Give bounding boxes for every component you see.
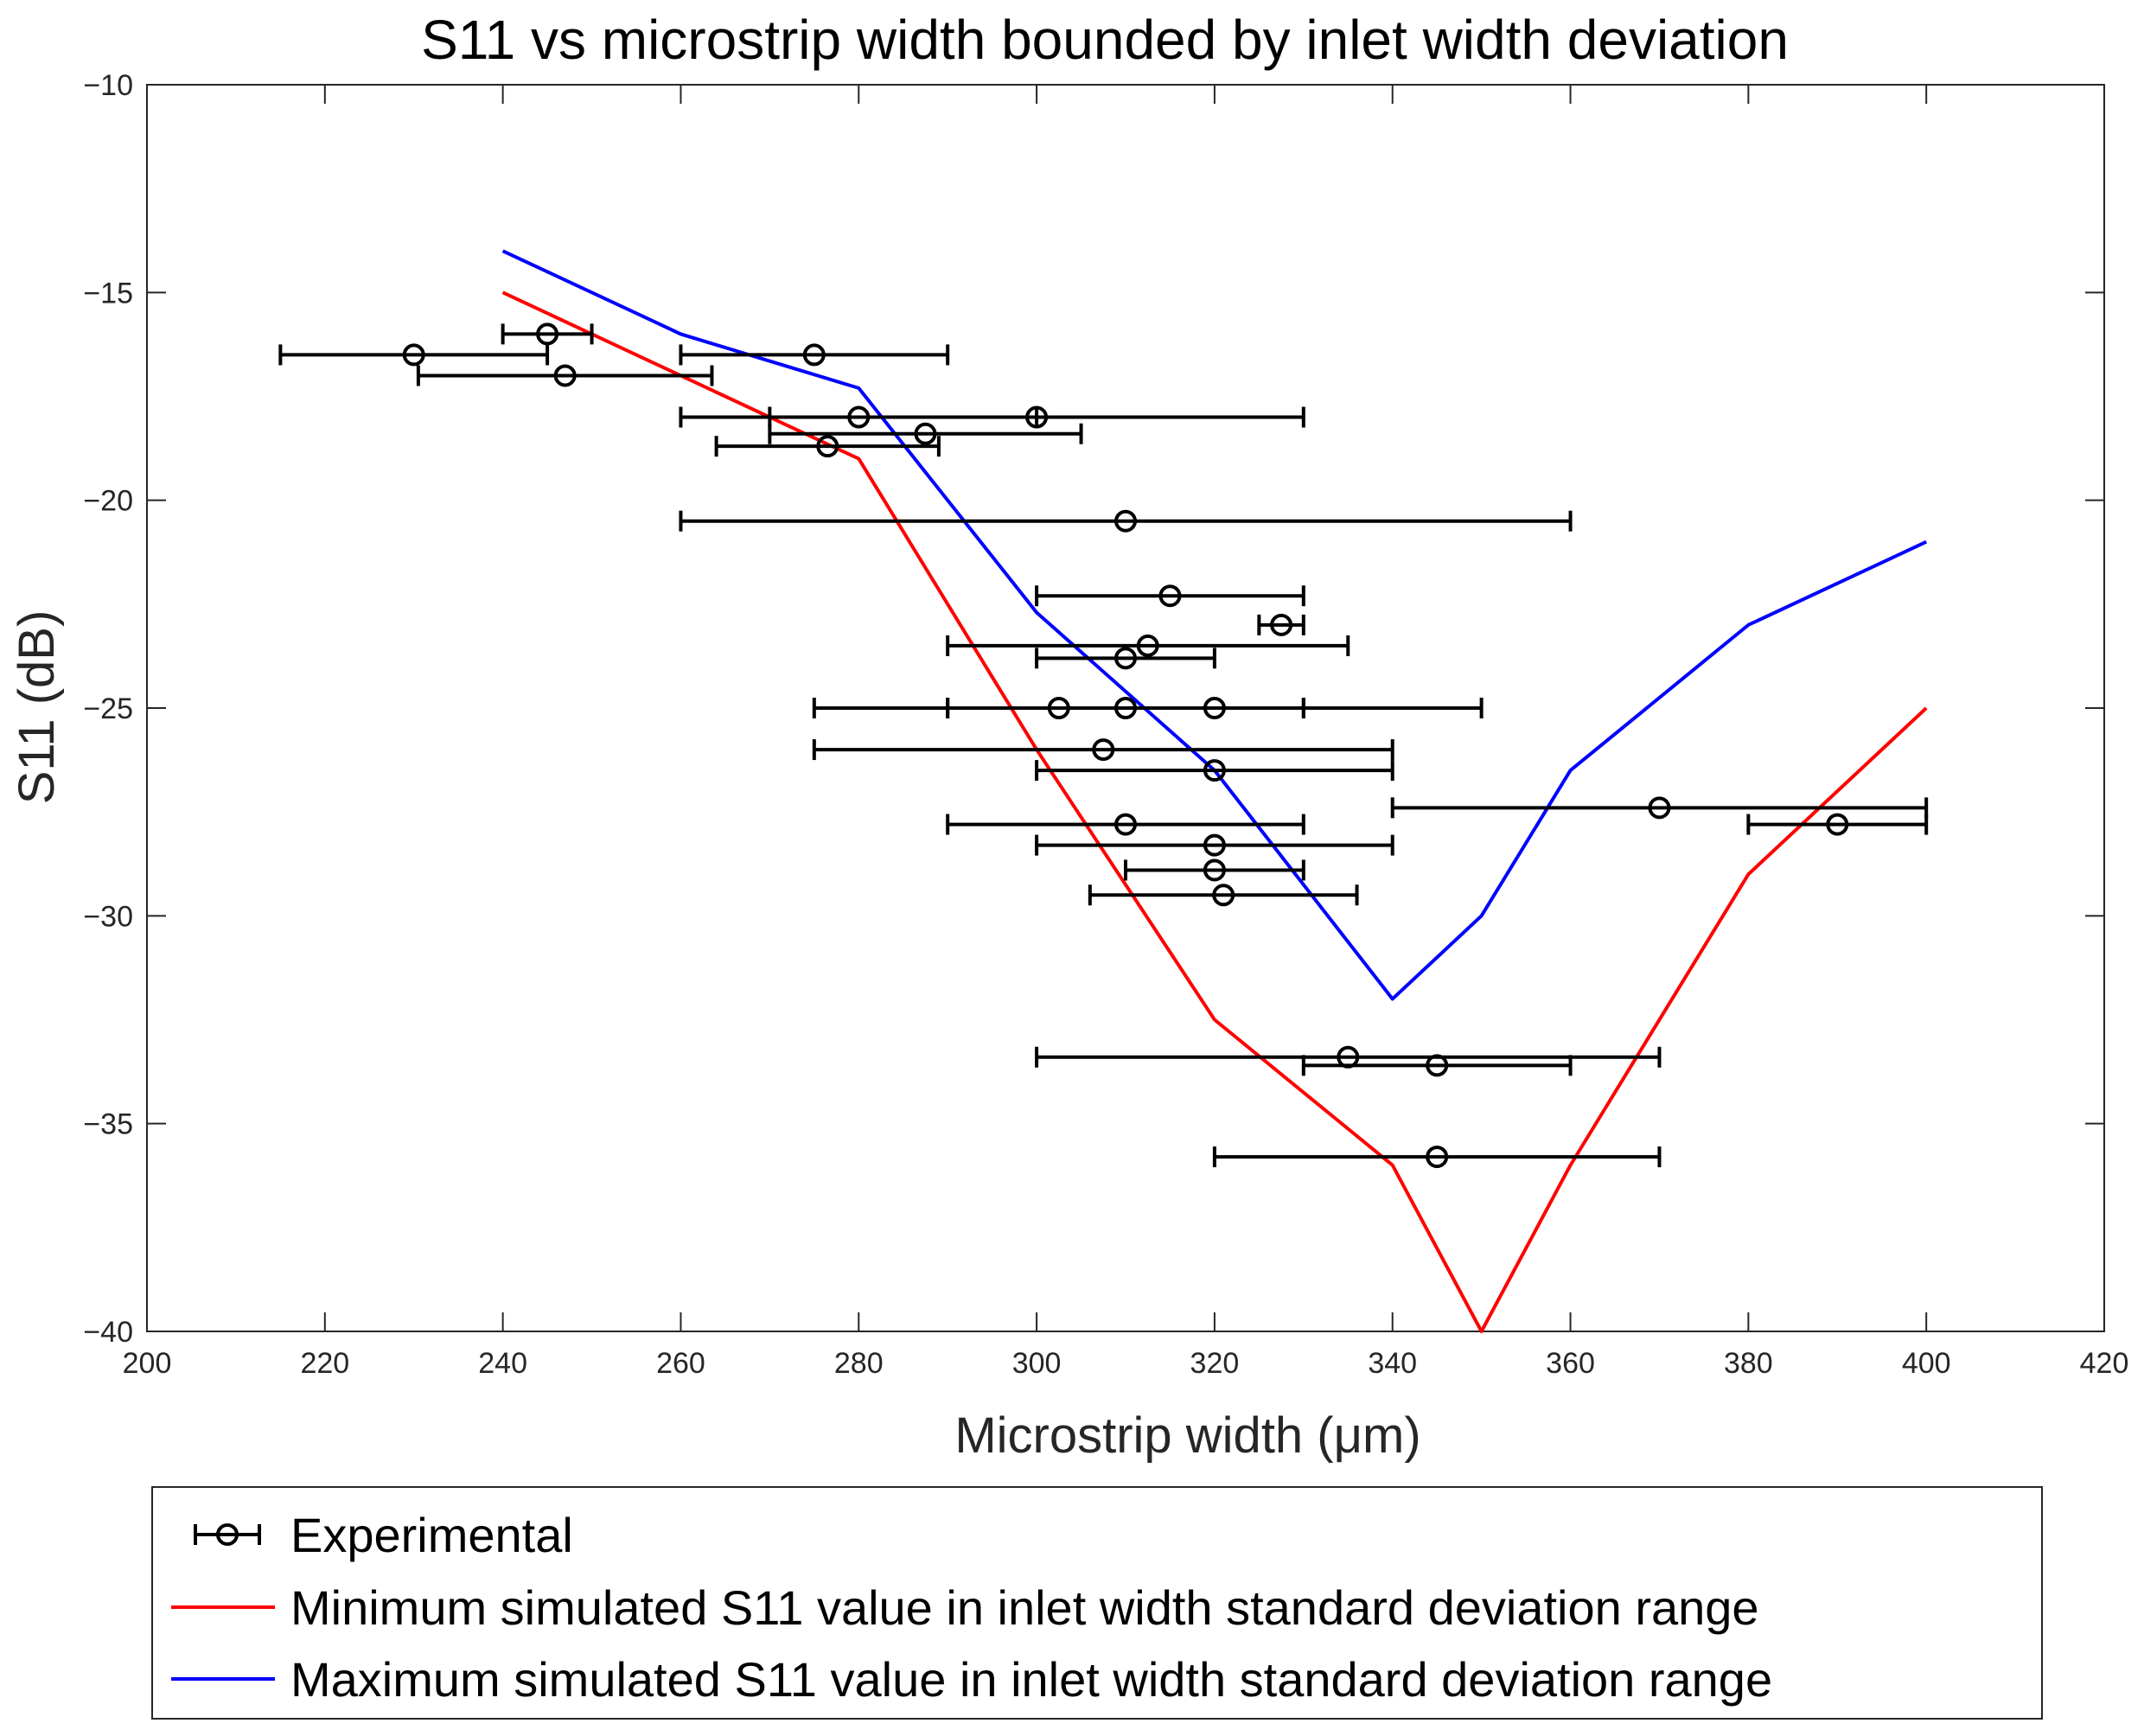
x-tick-label: 420 (2080, 1347, 2129, 1380)
y-tick-label: −20 (83, 485, 133, 518)
data-marker (1203, 697, 1226, 719)
data-marker (553, 364, 577, 387)
x-tick-label: 400 (1902, 1347, 1951, 1380)
data-point (1035, 647, 1216, 670)
legend: Experimental Minimum simulated S11 value … (151, 1486, 2043, 1720)
data-marker (816, 435, 839, 458)
data-marker (1092, 738, 1115, 762)
x-tick-label: 280 (834, 1347, 884, 1380)
data-point (1212, 1146, 1662, 1169)
data-point (1746, 813, 1929, 836)
data-point (1124, 858, 1305, 882)
data-marker (536, 322, 559, 346)
data-point (946, 697, 1484, 719)
data-point (714, 435, 941, 458)
data-marker (1114, 647, 1137, 670)
data-point (1088, 884, 1359, 907)
data-point (946, 634, 1350, 657)
data-point (812, 738, 1394, 762)
y-tick-label: −35 (83, 1108, 133, 1141)
data-point (768, 422, 1083, 445)
legend-label: Minimum simulated S11 value in inlet wid… (290, 1580, 1759, 1635)
legend-box (151, 1486, 2043, 1720)
y-tick-label: −15 (83, 277, 133, 310)
x-tick-label: 340 (1368, 1347, 1417, 1380)
data-point (1035, 759, 1394, 782)
y-tick-label: −25 (83, 692, 133, 725)
data-marker (1025, 405, 1049, 429)
y-axis-label: S11 (dB) (9, 610, 65, 805)
data-point (1035, 1045, 1662, 1069)
data-marker (1136, 634, 1159, 657)
data-point (1035, 833, 1394, 857)
data-marker (914, 422, 937, 445)
plot-area: 200 220 240 260 280 300 320 340 360 380 400 420 −10 −… (83, 69, 2128, 1380)
data-marker (402, 343, 425, 367)
y-tick-label: −30 (83, 900, 133, 933)
x-tick-label: 320 (1190, 1347, 1240, 1380)
x-tick-label: 360 (1546, 1347, 1595, 1380)
x-axis-label: Microstrip width (μm) (954, 1407, 1420, 1464)
chart-title: S11 vs microstrip width bounded by inlet… (421, 9, 1789, 71)
data-marker (802, 343, 826, 367)
data-point (679, 343, 950, 367)
data-point (768, 405, 1305, 429)
data-point (278, 343, 550, 367)
data-point (1035, 584, 1305, 608)
data-point (1257, 613, 1305, 636)
data-marker (1114, 509, 1137, 533)
data-marker (1826, 813, 1849, 836)
data-point (1301, 1054, 1573, 1077)
data-point (679, 509, 1573, 533)
data-marker (1426, 1146, 1449, 1169)
data-marker (1212, 884, 1235, 907)
data-marker (1158, 584, 1182, 608)
data-marker (1114, 813, 1137, 836)
x-tick-label: 380 (1724, 1347, 1773, 1380)
x-tick-label: 220 (300, 1347, 349, 1380)
x-tick-label: 200 (123, 1347, 172, 1380)
x-tick-label: 240 (478, 1347, 527, 1380)
data-marker (1648, 796, 1671, 820)
series-line-maximum (501, 249, 1928, 1001)
data-marker (1270, 613, 1293, 636)
data-marker (1203, 833, 1226, 857)
x-tick-label: 300 (1012, 1347, 1062, 1380)
y-tick-label: −10 (83, 69, 133, 102)
x-tick-label: 260 (656, 1347, 705, 1380)
data-point (946, 813, 1305, 836)
legend-label: Maximum simulated S11 value in inlet wid… (290, 1652, 1772, 1707)
y-tick-label: −40 (83, 1316, 133, 1349)
data-point (501, 322, 594, 346)
legend-swatch-experimental (194, 1523, 261, 1546)
legend-label: Experimental (290, 1508, 573, 1562)
data-marker (1203, 858, 1226, 882)
data-marker (1203, 759, 1226, 782)
data-marker (1426, 1054, 1449, 1077)
legend-marker (216, 1523, 239, 1546)
data-point (416, 364, 714, 387)
